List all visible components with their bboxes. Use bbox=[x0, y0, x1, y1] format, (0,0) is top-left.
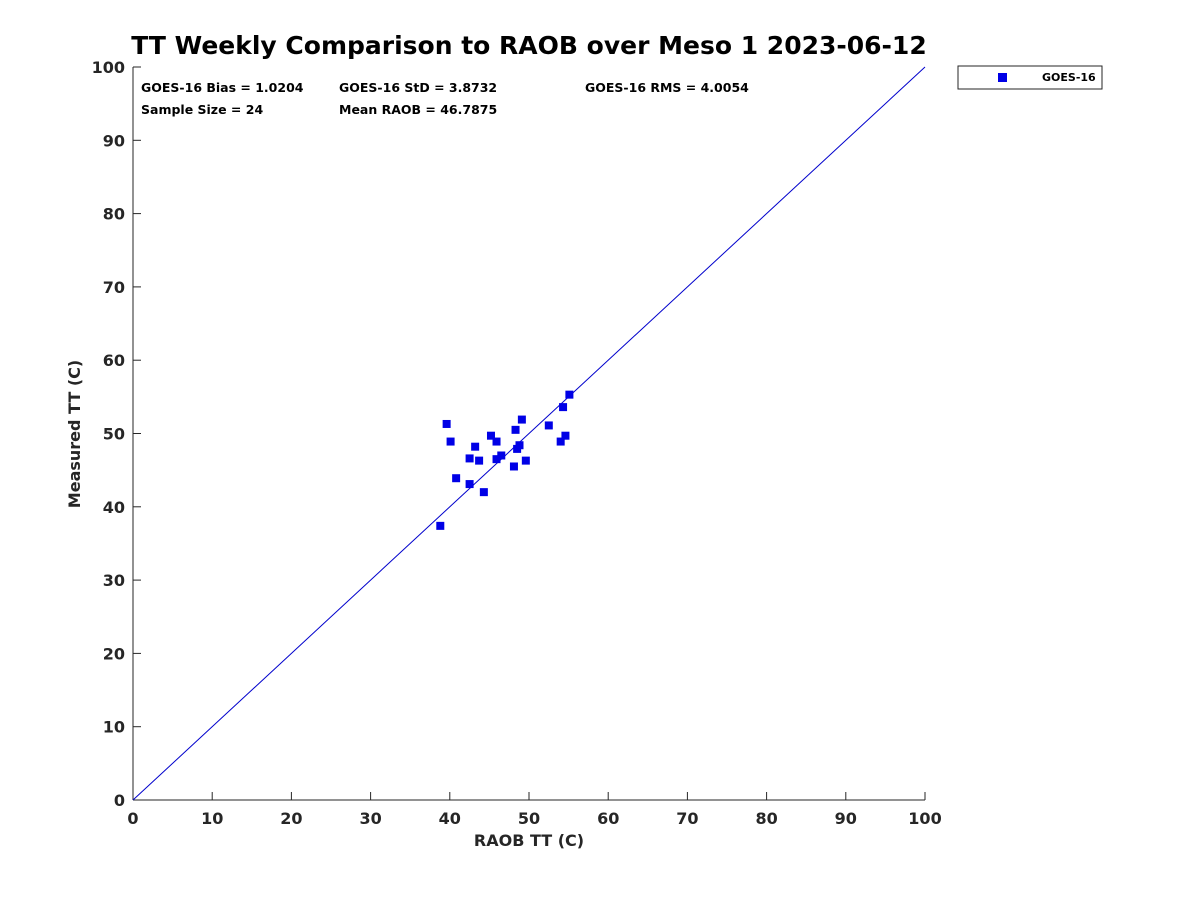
y-tick-label: 0 bbox=[114, 791, 125, 810]
data-point bbox=[479, 488, 488, 497]
legend: GOES-16 bbox=[957, 65, 1103, 90]
y-tick-label: 90 bbox=[103, 131, 125, 150]
stat-sample-size: Sample Size = 24 bbox=[141, 102, 263, 117]
y-tick-label: 60 bbox=[103, 351, 125, 370]
data-point bbox=[556, 437, 565, 446]
data-point bbox=[515, 441, 524, 450]
y-tick-label: 10 bbox=[103, 718, 125, 737]
data-point bbox=[465, 480, 474, 489]
data-point bbox=[509, 462, 518, 471]
x-tick-label: 0 bbox=[127, 809, 138, 828]
x-tick-label: 40 bbox=[439, 809, 461, 828]
x-tick-label: 30 bbox=[359, 809, 381, 828]
data-point bbox=[544, 421, 553, 430]
x-axis-label: RAOB TT (C) bbox=[474, 831, 584, 850]
stat-std: GOES-16 StD = 3.8732 bbox=[339, 80, 497, 95]
x-tick-label: 10 bbox=[201, 809, 223, 828]
stat-bias: GOES-16 Bias = 1.0204 bbox=[141, 80, 304, 95]
stat-mean-raob: Mean RAOB = 46.7875 bbox=[339, 102, 497, 117]
y-tick-label: 80 bbox=[103, 205, 125, 224]
y-axis-label: Measured TT (C) bbox=[65, 360, 84, 508]
legend-label-goes-16: GOES-16 bbox=[1042, 71, 1096, 84]
data-point bbox=[442, 419, 451, 428]
data-point bbox=[497, 451, 506, 460]
y-tick-label: 30 bbox=[103, 571, 125, 590]
y-tick-label: 20 bbox=[103, 644, 125, 663]
y-tick-label: 40 bbox=[103, 498, 125, 517]
y-tick-label: 50 bbox=[103, 425, 125, 444]
legend-marker-goes-16 bbox=[998, 73, 1007, 82]
data-point bbox=[436, 521, 445, 530]
legend-box bbox=[957, 65, 1103, 90]
data-point bbox=[565, 390, 574, 399]
data-point bbox=[492, 437, 501, 446]
x-tick-label: 100 bbox=[908, 809, 941, 828]
x-tick-label: 50 bbox=[518, 809, 540, 828]
axis-ticks: 0 10 20 30 40 50 60 70 80 90 100 0 10 20 30 40 50 60 70 80 9… bbox=[92, 58, 942, 828]
plot-area: 0 10 20 30 40 50 60 70 80 90 100 0 10 20 30 40 50 60 70 80 9… bbox=[92, 58, 942, 828]
data-point bbox=[446, 437, 455, 446]
x-tick-label: 70 bbox=[676, 809, 698, 828]
data-point bbox=[521, 456, 530, 465]
data-point bbox=[511, 425, 520, 434]
y-tick-label: 100 bbox=[92, 58, 125, 77]
y-tick-label: 70 bbox=[103, 278, 125, 297]
data-point bbox=[486, 431, 495, 440]
identity-reference-line bbox=[132, 66, 926, 801]
data-point bbox=[465, 454, 474, 463]
x-tick-label: 20 bbox=[280, 809, 302, 828]
data-point bbox=[492, 455, 501, 464]
data-point bbox=[559, 403, 568, 412]
chart-title: TT Weekly Comparison to RAOB over Meso 1… bbox=[131, 31, 926, 60]
x-tick-label: 80 bbox=[755, 809, 777, 828]
data-point bbox=[561, 431, 570, 440]
data-point bbox=[475, 456, 484, 465]
data-point bbox=[471, 442, 480, 451]
stat-rms: GOES-16 RMS = 4.0054 bbox=[585, 80, 749, 95]
x-tick-label: 90 bbox=[835, 809, 857, 828]
x-tick-label: 60 bbox=[597, 809, 619, 828]
data-point bbox=[452, 474, 461, 483]
data-points bbox=[436, 390, 574, 530]
data-point bbox=[517, 415, 526, 424]
